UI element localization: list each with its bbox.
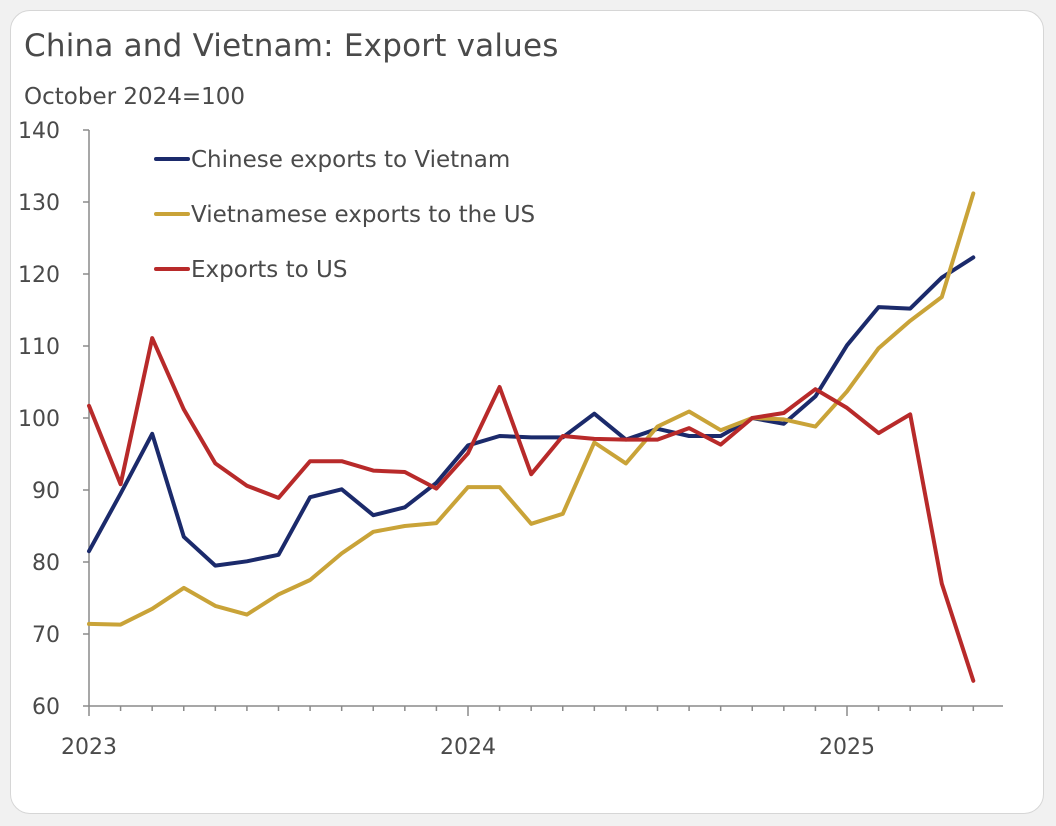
x-tick-label: 2024 — [440, 735, 496, 760]
legend: Chinese exports to Vietnam Vietnamese exp… — [154, 147, 535, 283]
series-line-2 — [87, 336, 976, 683]
legend-label-2: Exports to US — [191, 257, 347, 283]
y-tick-label: 110 — [18, 335, 60, 360]
series-line-1 — [87, 191, 976, 627]
chart-card — [10, 10, 1044, 814]
y-tick-label: 80 — [32, 551, 60, 576]
series-line-0 — [87, 255, 976, 568]
x-tick-label: 2023 — [61, 735, 117, 760]
y-tick-label: 130 — [18, 191, 60, 216]
legend-label-1: Vietnamese exports to the US — [191, 202, 535, 228]
x-tick-label: 2025 — [819, 735, 875, 760]
y-tick-label: 90 — [32, 479, 60, 504]
y-tick-label: 60 — [32, 695, 60, 720]
series-layer — [87, 191, 976, 683]
y-tick-label: 120 — [18, 263, 60, 288]
legend-label-0: Chinese exports to Vietnam — [191, 147, 510, 173]
chart-subtitle: October 2024=100 — [24, 84, 246, 110]
y-tick-label: 70 — [32, 623, 60, 648]
chart-title: China and Vietnam: Export values — [24, 28, 559, 64]
y-tick-label: 100 — [18, 407, 60, 432]
y-tick-label: 140 — [18, 119, 60, 144]
